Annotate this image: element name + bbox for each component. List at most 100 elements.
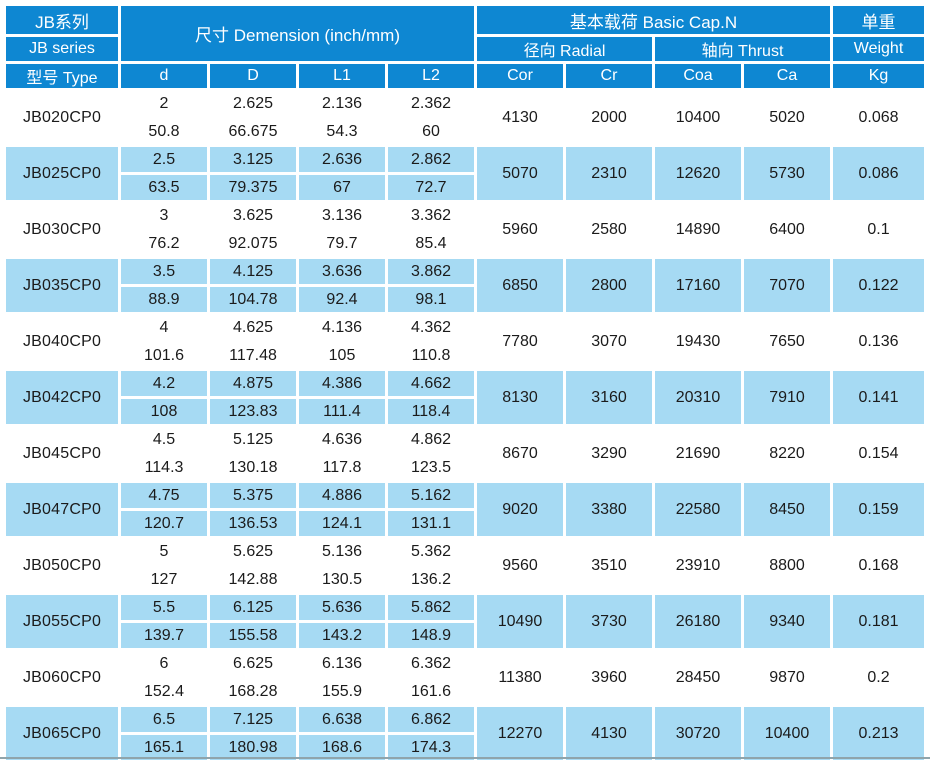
table-row-inch: JB065CP0 6.5 7.125 6.638 6.862 12270 413… [6,707,925,760]
table-row-mm: 63.5 79.375 67 72.7 [6,175,924,200]
load-cor-cell: 8130 [477,371,563,424]
dim-L1-mm-cell: 124.1 [299,511,385,536]
weight-cell: 0.141 [833,371,925,424]
dim-L1-mm-cell: 117.8 [322,458,362,476]
load-cr-cell: 3160 [566,371,652,424]
model-type-cell: JB060CP0 [22,668,102,686]
load-cr-cell: 2580 [591,220,627,238]
dim-D-mm-cell: 155.58 [210,623,296,648]
load-cr-cell: 2000 [591,108,627,126]
model-type-cell: JB045CP0 [22,444,102,462]
dim-L1-inch-cell: 4.886 [299,483,385,508]
weight-cell: 0.122 [833,259,925,312]
dim-L1-inch-cell: 3.136 [321,206,363,224]
header-row-1: JB系列 尺寸 Demension (inch/mm) 基本载荷 Basic C… [6,6,925,61]
table-row-inch: JB042CP0 4.2 4.875 4.386 4.662 8130 3160… [6,371,925,424]
dim-d-inch-cell: 3.5 [121,259,207,284]
basic-cap-header: 基本载荷 Basic Cap.N [477,6,831,34]
weight-cell: 0.068 [858,108,899,126]
load-cr-cell: 2800 [566,259,652,312]
table-row-inch: JB025CP0 2.5 3.125 2.636 2.862 5070 2310… [6,147,925,200]
load-coa-cell: 20310 [655,371,741,424]
dim-L2-mm-cell: 131.1 [388,511,474,536]
load-ca-cell: 9870 [769,668,805,686]
dim-D-mm-cell: 117.48 [229,346,277,364]
dim-d-inch-cell: 4.75 [121,483,207,508]
dim-L2-mm-cell: 161.6 [410,682,452,700]
dim-D-inch-cell: 5.375 [210,483,296,508]
load-cor-cell: 9560 [502,556,538,574]
dim-D-mm-cell: 130.18 [228,458,278,476]
table-row-inch: JB060CP0 6 6.625 6.136 6.362 11380 3960 … [6,651,924,686]
dim-L2-mm-cell: 123.5 [410,458,452,476]
load-cor-cell: 5960 [502,220,538,238]
dim-d-mm-cell: 88.9 [121,287,207,312]
load-cr-cell: 3380 [566,483,652,536]
dim-D-mm-cell: 142.88 [228,570,278,588]
col-header-Cr: Cr [566,64,652,88]
load-ca-cell: 7070 [744,259,831,312]
dim-d-mm-cell: 50.8 [148,122,180,140]
dim-L2-mm-cell: 110.8 [411,346,451,364]
load-coa-cell: 23910 [675,556,721,574]
table-row-mm: 139.7 155.58 143.2 148.9 [6,623,924,648]
load-coa-cell: 14890 [675,220,721,238]
table-row-mm: 165.1 180.98 168.6 174.3 [6,735,924,760]
dim-L2-inch-cell: 6.362 [410,654,452,672]
dim-D-inch-cell: 5.125 [232,430,274,448]
dim-d-mm-cell: 76.2 [148,234,180,252]
thrust-header: 轴向 Thrust [655,37,831,61]
dim-L2-mm-cell: 60 [422,122,440,140]
dim-L2-inch-cell: 5.162 [388,483,474,508]
model-type-cell: JB047CP0 [6,483,118,536]
model-type-cell: JB035CP0 [6,259,118,312]
table-row-mm: 114.3 130.18 117.8 123.5 [6,455,924,480]
col-header-Coa: Coa [655,64,741,88]
dim-L1-mm-cell: 105 [328,346,356,364]
dim-L1-mm-cell: 92.4 [299,287,385,312]
dim-D-inch-cell: 2.625 [232,94,274,112]
weight-cell: 0.168 [858,556,899,574]
load-cor-cell: 7780 [502,332,538,350]
dim-L1-inch-cell: 2.636 [299,147,385,172]
dim-L1-inch-cell: 3.636 [299,259,385,284]
dim-D-inch-cell: 4.125 [210,259,296,284]
load-ca-cell: 8220 [769,444,805,462]
header-row-3: 型号 Type d D L1 L2 Cor Cr Coa Ca Kg [6,64,925,88]
model-type-cell: JB030CP0 [22,220,102,238]
load-cor-cell: 8670 [502,444,538,462]
dim-L1-mm-cell: 168.6 [299,735,385,760]
dim-L2-mm-cell: 136.2 [410,570,452,588]
dim-D-inch-cell: 6.125 [210,595,296,620]
dim-D-inch-cell: 7.125 [210,707,296,732]
load-ca-cell: 8450 [744,483,831,536]
load-ca-cell: 5020 [769,108,805,126]
dim-L1-mm-cell: 111.4 [299,399,385,424]
load-coa-cell: 12620 [655,147,741,200]
model-type-cell: JB055CP0 [6,595,118,648]
dim-D-inch-cell: 4.625 [232,318,274,336]
load-coa-cell: 30720 [655,707,741,760]
table-row-mm: 50.8 66.675 54.3 60 [6,119,924,144]
load-cor-cell: 6850 [477,259,563,312]
weight-en-header: Weight [833,37,925,61]
weight-cell: 0.1 [867,220,890,238]
dim-L2-inch-cell: 2.362 [410,94,452,112]
dim-L2-inch-cell: 6.862 [388,707,474,732]
dim-L1-mm-cell: 67 [299,175,385,200]
weight-cell: 0.136 [858,332,899,350]
load-ca-cell: 7910 [744,371,831,424]
dim-D-inch-cell: 5.625 [232,542,274,560]
dim-L2-mm-cell: 174.3 [388,735,474,760]
weight-cell: 0.154 [858,444,899,462]
dim-d-inch-cell: 5 [159,542,169,560]
dim-L2-inch-cell: 4.362 [410,318,452,336]
model-type-cell: JB042CP0 [6,371,118,424]
dim-D-inch-cell: 4.875 [210,371,296,396]
dim-L1-mm-cell: 155.9 [321,682,363,700]
dim-L2-inch-cell: 4.862 [410,430,452,448]
dim-L1-inch-cell: 6.638 [299,707,385,732]
load-coa-cell: 10400 [675,108,721,126]
load-ca-cell: 10400 [744,707,831,760]
dim-L2-mm-cell: 148.9 [388,623,474,648]
